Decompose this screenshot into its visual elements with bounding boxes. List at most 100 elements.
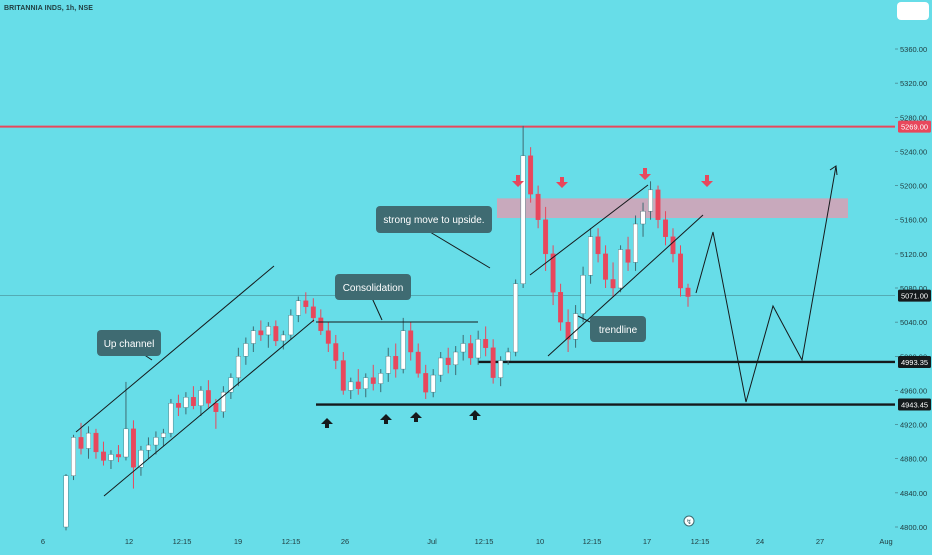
candle xyxy=(610,262,616,297)
price-label-text: 5071.00 xyxy=(901,292,928,301)
horizontal-lines-layer xyxy=(0,125,895,406)
candle-body xyxy=(190,397,196,406)
callout-box xyxy=(97,330,161,356)
candle-body xyxy=(535,193,541,220)
callout-pointer-line xyxy=(371,297,383,321)
candle xyxy=(250,326,256,353)
support-arrow-icon xyxy=(410,412,422,422)
x-tick-label: 27 xyxy=(816,537,824,546)
candle xyxy=(580,266,586,323)
candle-body xyxy=(235,356,241,378)
candle-body xyxy=(408,330,414,353)
projection-path xyxy=(695,165,837,403)
drawings-layer xyxy=(75,165,838,497)
candle-body xyxy=(685,287,691,297)
candle-body xyxy=(678,253,683,289)
candle-body xyxy=(258,330,264,336)
svg-text:↯: ↯ xyxy=(686,518,692,526)
candle xyxy=(483,326,489,357)
callout-up-channel: Up channel xyxy=(97,330,161,356)
candle xyxy=(505,347,511,365)
candle xyxy=(498,356,504,387)
candle xyxy=(198,386,204,417)
candles-layer xyxy=(63,125,691,531)
candle-body xyxy=(78,437,84,449)
candle xyxy=(490,339,496,384)
candle xyxy=(153,431,159,455)
candle xyxy=(670,228,676,263)
support-arrow-icon xyxy=(469,410,481,420)
x-tick-label: 26 xyxy=(341,537,349,546)
candle xyxy=(325,322,331,353)
y-tick-label: 5040.00 xyxy=(900,318,927,327)
x-tick-label: 12:15 xyxy=(173,537,192,546)
candle-body xyxy=(445,357,451,366)
candle-body xyxy=(303,300,309,307)
candle-body xyxy=(160,432,166,438)
y-tick-label: 5360.00 xyxy=(900,45,927,54)
candle xyxy=(101,441,106,466)
candle-body xyxy=(655,189,661,220)
candle xyxy=(475,330,481,365)
candle-body xyxy=(220,391,226,412)
candle xyxy=(460,334,466,361)
candle-body xyxy=(550,253,556,293)
resistance-arrow-icon xyxy=(701,175,713,187)
price-label-text: 4993.35 xyxy=(901,358,928,367)
candle xyxy=(130,420,136,489)
candle-body xyxy=(318,317,324,331)
candle-body xyxy=(648,189,653,212)
candle xyxy=(228,373,234,399)
candle xyxy=(618,245,624,293)
x-tick-label: 19 xyxy=(234,537,242,546)
symbol-title: BRITANNIA INDS, 1h, NSE xyxy=(4,5,94,12)
candle-body xyxy=(498,360,504,378)
candle xyxy=(183,392,189,415)
x-tick-label: 12:15 xyxy=(282,537,301,546)
replay-icon[interactable]: ↯ xyxy=(683,515,695,527)
candle xyxy=(640,202,646,237)
candle xyxy=(273,320,279,347)
candle-body xyxy=(101,451,106,461)
candle-body xyxy=(265,326,271,336)
candle xyxy=(63,474,69,531)
candle-body xyxy=(378,373,384,384)
resistance-zone xyxy=(497,198,848,219)
up-channel-upper-line xyxy=(75,265,275,433)
candle-body xyxy=(513,283,519,353)
corner-button[interactable] xyxy=(897,2,929,20)
candle-body xyxy=(595,236,601,255)
candle-body xyxy=(295,300,301,316)
candle xyxy=(145,437,151,459)
candle-body xyxy=(490,347,496,378)
candle xyxy=(138,445,144,476)
candle-body xyxy=(333,343,339,361)
candle-body xyxy=(340,360,346,391)
candle-body xyxy=(138,449,144,468)
callouts-layer: Up channel Consolidation strong move to … xyxy=(97,206,646,356)
candle xyxy=(265,322,271,348)
candle xyxy=(370,364,376,391)
candle xyxy=(520,125,526,288)
candle-body xyxy=(415,351,421,374)
projection-arrowhead xyxy=(829,165,838,176)
price-label-badge xyxy=(898,398,931,411)
candle xyxy=(648,181,653,220)
up-channel-lower-line xyxy=(103,319,315,497)
candle-body xyxy=(168,403,174,434)
candle-body xyxy=(423,373,429,393)
candle-body xyxy=(130,428,136,468)
candle-body xyxy=(198,390,204,406)
candle xyxy=(595,228,601,263)
candle-body xyxy=(670,236,676,255)
candle-body xyxy=(468,343,474,359)
candle xyxy=(655,185,661,229)
candle xyxy=(175,394,181,417)
candle xyxy=(573,305,579,348)
candle xyxy=(550,245,556,306)
y-tick-label: 5120.00 xyxy=(900,250,927,259)
y-tick-label: 4960.00 xyxy=(900,386,927,395)
candle xyxy=(295,296,301,323)
price-label-badge xyxy=(898,120,931,133)
